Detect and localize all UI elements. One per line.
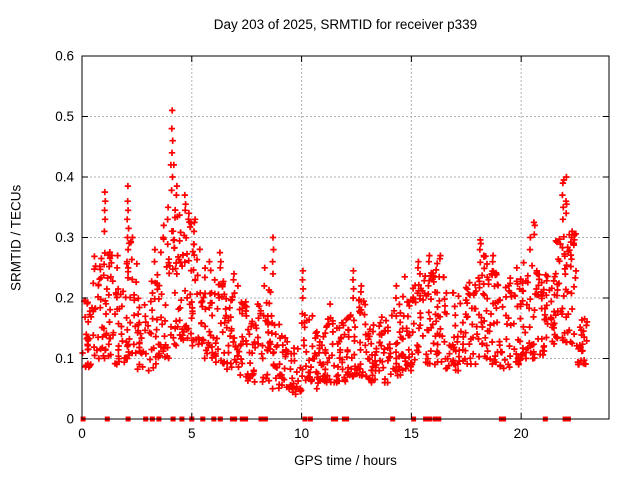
y-tick-label: 0.6: [55, 49, 74, 64]
y-tick-label: 0: [66, 412, 74, 427]
x-tick-label: 10: [294, 426, 309, 441]
data-points: [79, 107, 591, 398]
y-tick-label: 0.5: [55, 109, 74, 124]
axis-ticks: [81, 55, 609, 420]
grid-lines: [82, 56, 609, 419]
y-tick-label: 0.3: [55, 230, 74, 245]
x-tick-label: 15: [404, 426, 419, 441]
x-tick-label: 5: [188, 426, 196, 441]
x-tick-label: 0: [78, 426, 86, 441]
chart-title: Day 203 of 2025, SRMTID for receiver p33…: [213, 17, 478, 32]
y-tick-label: 0.4: [55, 170, 74, 185]
x-tick-label: 20: [514, 426, 529, 441]
y-tick-label: 0.1: [55, 351, 74, 366]
x-axis-label: GPS time / hours: [294, 453, 397, 468]
y-tick-label: 0.2: [55, 291, 74, 306]
